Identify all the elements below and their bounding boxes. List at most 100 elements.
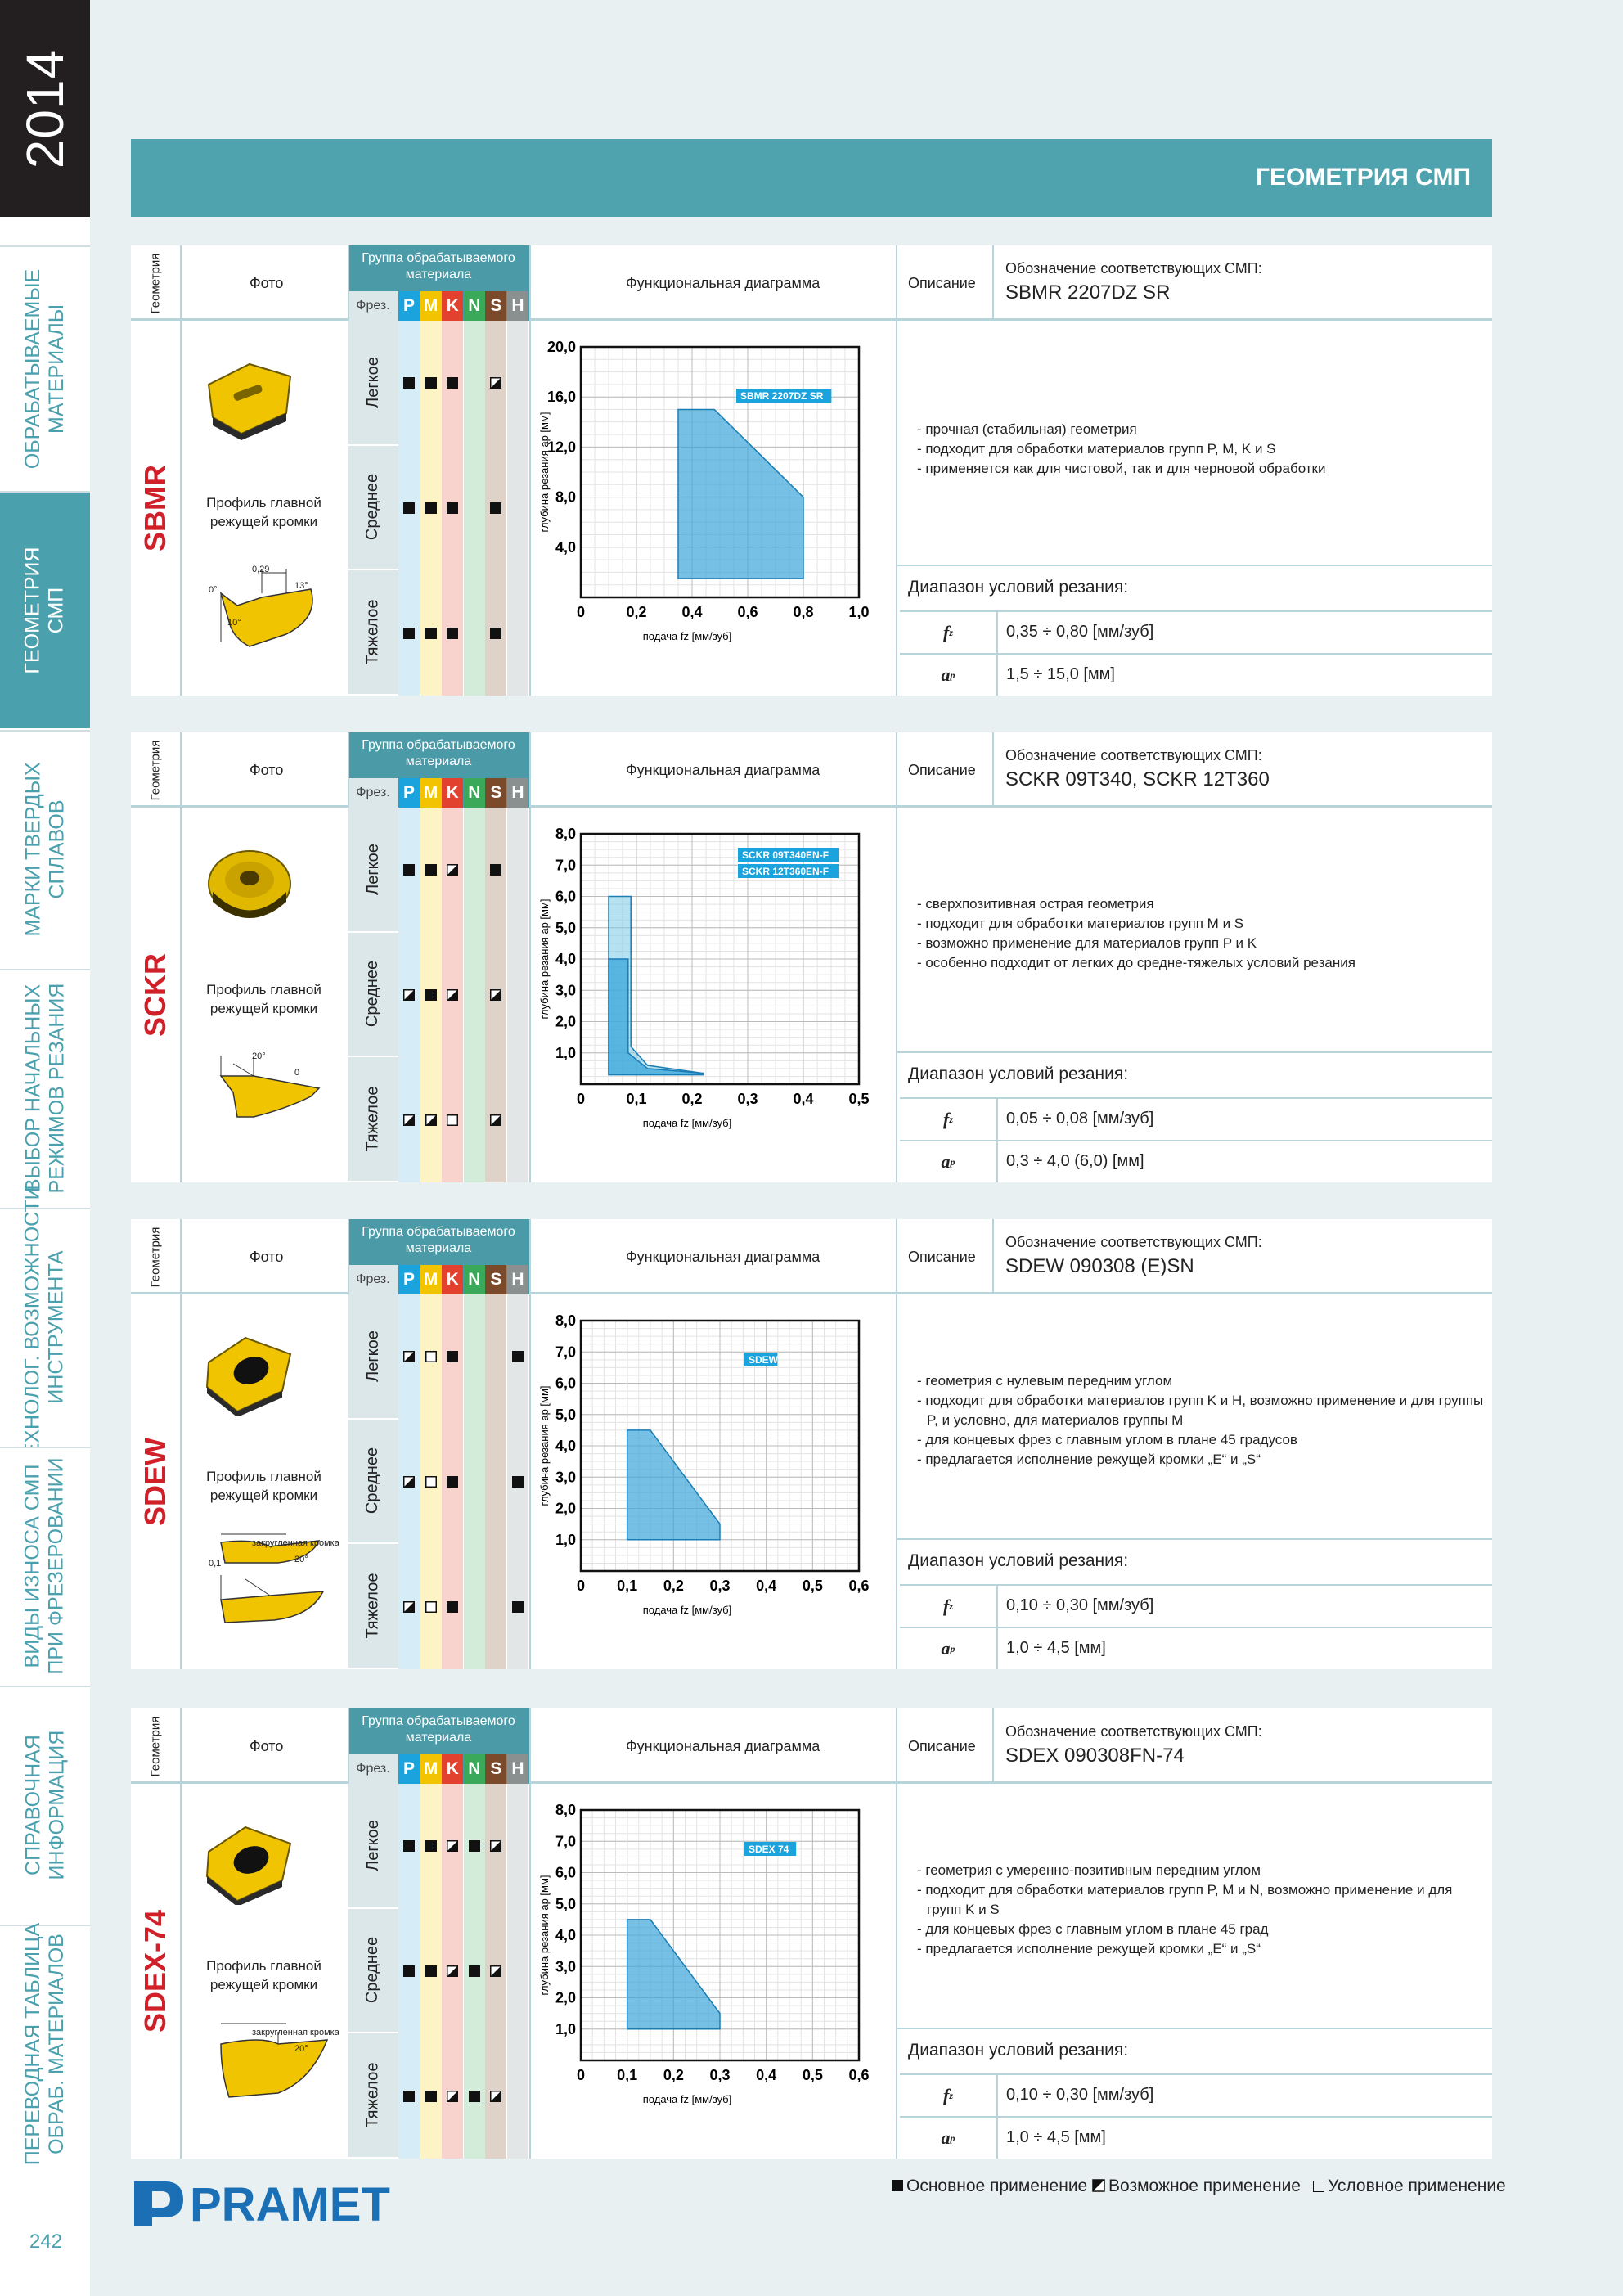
sidebar-item-label: МАРКИ ТВЕРДЫХ СПЛАВОВ [21,762,69,937]
condition-3: Тяжелое [348,570,398,696]
geometry-header-label: Геометрия [148,253,163,313]
description-item: - возможно применение для материалов гру… [912,934,1485,953]
condition-label: Тяжелое [363,1086,382,1152]
conditions-column: Легкое Среднее Тяжелое [348,808,398,1182]
usage-mark-half [398,1474,420,1490]
column-divider [529,245,531,696]
year-label: 2014 [16,48,74,169]
geometry-name: SBMR [131,321,180,696]
plot-frame [579,832,861,1086]
geometry-name: SDEW [131,1294,180,1669]
usage-mark-full [420,1963,442,1979]
usage-mark-half [442,1963,463,1979]
condition-2: Среднее [348,1909,398,2034]
page-number: 242 [29,2231,63,2253]
legend-label: SBMR 2207DZ SR [740,390,824,402]
sidebar-item-4[interactable]: ВЫБОР НАЧАЛЬНЫХ РЕЖИМОВ РЕЗАНИЯ [0,969,90,1206]
profile-drawing [188,1031,352,1150]
range-divider [996,1097,998,1182]
column-divider [529,1708,531,2159]
geometry-header-label: Геометрия [148,740,163,800]
description-text: предлагается исполнение режущей кромки „… [925,1452,1261,1467]
sidebar-item-3[interactable]: МАРКИ ТВЕРДЫХ СПЛАВОВ [0,730,90,967]
usage-mark-full [485,862,506,878]
range-divider [996,2073,998,2159]
bullet-dash: - [917,1393,926,1408]
material-group-label: Группа обрабатываемого материала [362,1225,515,1255]
x-tick-label: 0,2 [663,2067,684,2083]
diagram-container: SDEX 74 0 0,1 0,2 0,3 0,4 0,5 0,6 1,0 2,0 3,0 4,0 5,… [532,1785,900,2113]
fz-value: 0,10 ÷ 0,30 [мм/зуб] [1006,1596,1154,1614]
description-item: - для концевых фрез с главным углом в пл… [912,1920,1485,1939]
ap-value: 1,0 ÷ 4,5 [мм] [1006,1639,1106,1657]
bullet-dash: - [917,916,926,931]
profile-dimension: 0,1 [209,1559,222,1569]
material-h: H [507,291,528,321]
sidebar-item-7[interactable]: СПРАВОЧНАЯ ИНФОРМАЦИЯ [0,1686,90,1923]
geometry-name-label: SDEX-74 [138,1909,173,2033]
description-list: - прочная (стабильная) геометрия - подход… [912,420,1485,479]
description-header: Описание [908,1738,976,1754]
usage-mark-half [442,987,463,1003]
range-title: Диапазон условий резания: [908,1551,1129,1570]
condition-1: Легкое [348,1784,398,1909]
y-axis-label: глубина резания ap [мм] [538,1385,551,1506]
conditions-column: Легкое Среднее Тяжелое [348,1294,398,1669]
x-tick-label: 0,2 [681,1091,702,1107]
y-tick-label: 5,0 [555,1407,576,1423]
sidebar-item-2[interactable]: ГЕОМЕТРИЯ СМП [0,491,90,728]
diagram-header: Функциональная диаграмма [626,1249,820,1265]
y-tick-label: 2,0 [555,1014,576,1030]
column-divider [529,1219,531,1669]
range-divider [996,610,998,696]
profile-dimension: закругленная кромка [252,1538,339,1548]
description-header: Описание [908,275,976,291]
geometry-name-label: SDEW [138,1438,172,1526]
profile-dimension: 10° [227,618,241,628]
y-tick-label: 3,0 [555,1958,576,1974]
material-m: M [420,1754,442,1784]
bullet-dash: - [917,935,926,951]
bullet-dash: - [917,1373,926,1389]
usage-mark-full [464,1838,485,1854]
profile-label: Профиль главной режущей кромки [206,1958,321,1992]
material-p: P [398,778,420,808]
function-diagram: SCKR 09T340EN-F SCKR 12T360EN-F 0 0,1 0,2 0,3… [538,826,870,1129]
profile-dimension: закругленная кромка [252,2028,339,2037]
diagram-container: SBMR 2207DZ SR 0 0,2 0,4 0,6 0,8 1,0 4,0 8,0 12,0… [532,322,900,650]
usage-mark-full [442,1599,463,1615]
condition-1: Легкое [348,321,398,446]
description-item: - особенно подходит от легких до средне-… [912,953,1485,973]
material-k: K [442,1754,464,1784]
insert-photo [200,352,299,446]
diagram-header: Функциональная диаграмма [626,275,820,291]
description-item: - применяется как для чистовой, так и дл… [912,459,1485,479]
material-n: N [463,778,485,808]
series-area [626,1429,721,1541]
x-tick-label: 0,5 [803,1578,823,1594]
y-tick-label: 7,0 [555,857,576,873]
x-tick-label: 0,6 [848,2067,869,2083]
usage-mark-half [398,987,420,1003]
geometry-block-sdew: Геометрия Фото Группа обрабатываемого мате… [131,1219,1492,1669]
sidebar-item-6[interactable]: ВИДЫ ИЗНОСА СМП ПРИ ФРЕЗЕРОВАНИИ [0,1447,90,1684]
sidebar-item-5[interactable]: ТЕХНОЛОГ. ВОЗМОЖНОСТИ ИНСТРУМЕНТА [0,1185,90,1470]
column-divider [529,732,531,1182]
column-divider [992,1708,994,1784]
description-text: возможно применение для материалов групп… [925,935,1257,951]
condition-3: Тяжелое [348,1057,398,1182]
column-divider [180,1708,182,2159]
x-axis-label: подача fz [мм/зуб] [643,1604,731,1616]
description-list: - геометрия с умеренно-позитивным передн… [912,1861,1485,1959]
function-diagram: SBMR 2207DZ SR 0 0,2 0,4 0,6 0,8 1,0 4,0 8,0 12,0… [538,339,870,642]
column-divider [896,1219,897,1669]
column-divider [180,732,182,1182]
year-tab: 2014 [0,0,90,217]
sidebar-item-1[interactable]: ОБРАБАТЫВАЕМЫЕ МАТЕРИАЛЫ [0,245,90,491]
description-item: - подходит для обработки материалов груп… [912,439,1485,459]
condition-2: Среднее [348,933,398,1058]
sidebar-item-8[interactable]: ПЕРЕВОДНАЯ ТАБЛИЦА ОБРАБ. МАТЕРИАЛОВ [0,1923,90,2165]
x-tick-label: 0,3 [709,2067,730,2083]
